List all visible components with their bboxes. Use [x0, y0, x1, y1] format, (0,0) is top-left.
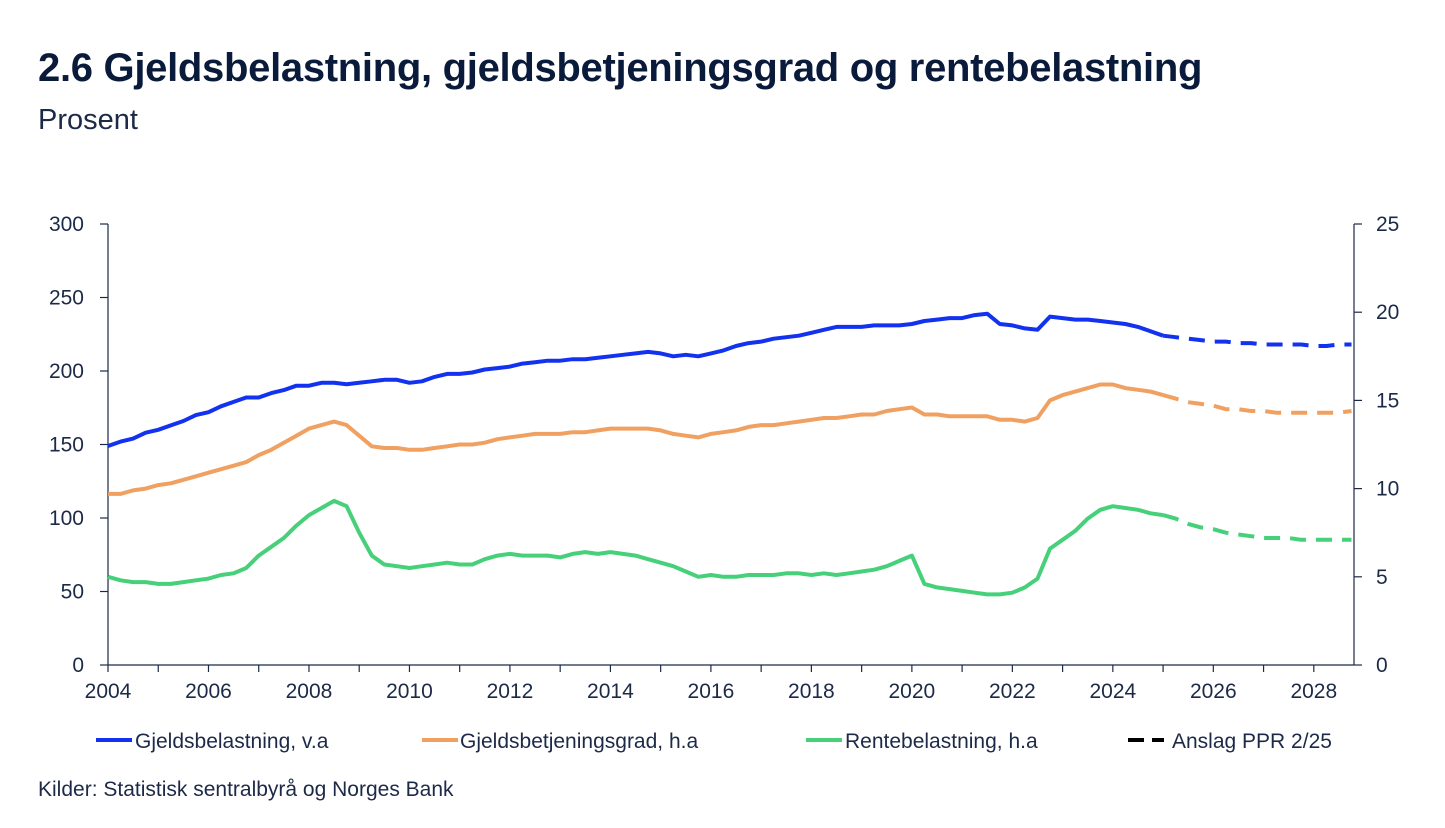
x-tick-label: 2022: [989, 680, 1036, 703]
right-tick-label: 15: [1376, 389, 1399, 412]
x-tick-label: 2006: [185, 680, 232, 703]
legend: Gjeldsbelastning, v.a Gjeldsbetjeningsgra…: [96, 730, 1332, 753]
left-tick-label: 250: [49, 287, 84, 310]
source-note: Kilder: Statistisk sentralbyrå og Norges…: [38, 778, 454, 801]
legend-label: Anslag PPR 2/25: [1172, 730, 1332, 753]
gjeldsbelastning-forecast-line: [1162, 333, 1352, 348]
left-tick-label: 0: [72, 654, 84, 677]
axes: 0 50 100 150 200 250 300 0 5 10 15 20 25 2004 2006 2008…: [49, 213, 1399, 703]
left-tick-label: 100: [49, 507, 84, 530]
series-lines: [107, 311, 1352, 597]
legend-label: Rentebelastning, h.a: [845, 730, 1038, 753]
right-tick-label: 10: [1376, 478, 1399, 501]
x-tick-label: 2018: [788, 680, 835, 703]
left-tick-label: 200: [49, 360, 84, 383]
x-tick-label: 2014: [587, 680, 634, 703]
rentebelastning-forecast-line: [1162, 513, 1352, 542]
gjeldsbelastning-line: [107, 311, 1164, 448]
left-tick-label: 50: [61, 581, 84, 604]
rentebelastning-line: [107, 498, 1164, 597]
chart-title: 2.6 Gjeldsbelastning, gjeldsbetjeningsgr…: [38, 46, 1203, 90]
right-tick-label: 20: [1376, 301, 1399, 324]
x-tick-label: 2008: [286, 680, 333, 703]
right-tick-label: 5: [1376, 566, 1388, 589]
x-tick-label: 2026: [1190, 680, 1237, 703]
x-tick-label: 2010: [386, 680, 433, 703]
x-tick-label: 2020: [889, 680, 936, 703]
x-tick-label: 2012: [487, 680, 534, 703]
right-tick-label: 0: [1376, 654, 1388, 677]
legend-label: Gjeldsbelastning, v.a: [135, 730, 329, 753]
x-tick-label: 2024: [1089, 680, 1136, 703]
x-tick-label: 2004: [85, 680, 132, 703]
gjeldsbetjeningsgrad-forecast-line: [1162, 393, 1352, 415]
right-tick-label: 25: [1376, 213, 1399, 236]
x-tick-label: 2016: [688, 680, 735, 703]
chart-subtitle: Prosent: [38, 104, 138, 136]
legend-label: Gjeldsbetjeningsgrad, h.a: [460, 730, 698, 753]
left-tick-label: 150: [49, 434, 84, 457]
gjeldsbetjeningsgrad-line: [108, 382, 1164, 496]
left-tick-label: 300: [49, 213, 84, 236]
x-tick-label: 2028: [1290, 680, 1337, 703]
